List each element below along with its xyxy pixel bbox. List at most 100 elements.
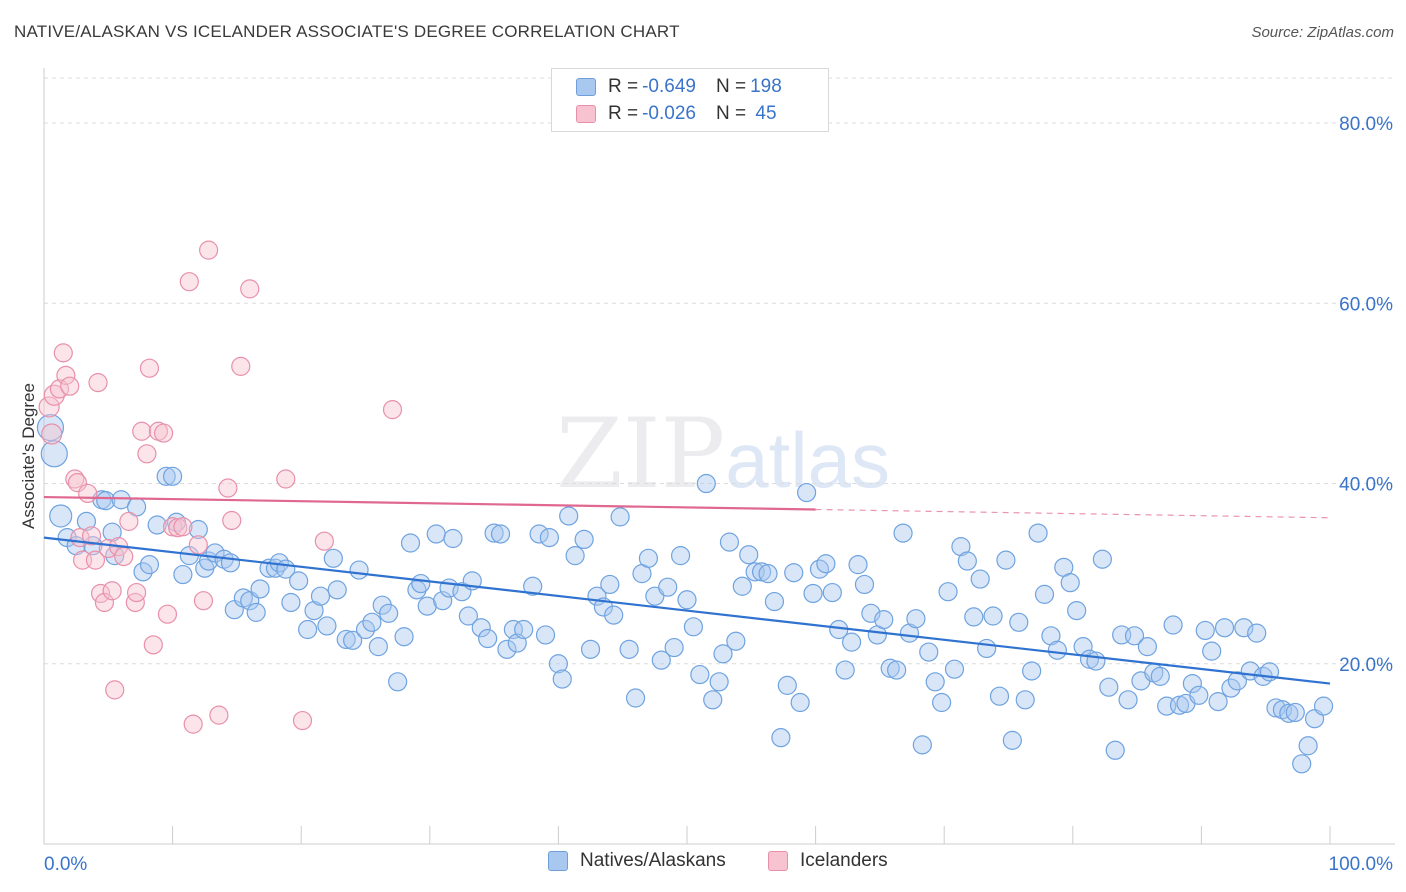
point-icelanders [56, 365, 76, 385]
legend-r-value: -0.649 [642, 76, 696, 97]
point-icelanders [119, 511, 139, 531]
point-natives [771, 728, 791, 748]
point-natives [835, 660, 855, 680]
point-natives [739, 545, 759, 565]
legend-row-natives: R = -0.649 N = 198 [576, 75, 782, 99]
point-natives [842, 632, 862, 652]
legend-r-label: R = [608, 103, 639, 124]
point-natives [1034, 584, 1055, 604]
point-icelanders [179, 272, 199, 292]
point-natives [368, 637, 388, 657]
point-icelanders [125, 592, 145, 613]
y-tick-label: 80.0% [1339, 114, 1393, 135]
point-icelanders [137, 444, 157, 464]
point-icelanders [231, 356, 251, 376]
watermark-zip: ZIP [556, 398, 726, 510]
point-natives [1022, 661, 1042, 681]
point-natives [751, 562, 772, 582]
point-icelanders [209, 705, 229, 725]
legend-n-label: N = [715, 103, 747, 124]
point-natives [880, 658, 900, 678]
point-icelanders [38, 396, 60, 418]
series-legend-natives[interactable]: Natives/Alaskans [548, 850, 726, 872]
series-swatch-natives [548, 851, 568, 871]
point-natives [139, 555, 160, 575]
point-natives [388, 672, 408, 692]
point-natives [919, 642, 939, 662]
point-natives [111, 490, 131, 510]
point-icelanders [139, 358, 160, 378]
point-icelanders [126, 582, 147, 603]
point-natives [709, 672, 729, 692]
point-natives [250, 579, 270, 599]
point-icelanders [222, 510, 242, 531]
point-natives [651, 650, 671, 670]
point-natives [349, 560, 369, 580]
point-natives [471, 618, 491, 638]
point-natives [317, 616, 337, 636]
point-natives [796, 482, 817, 503]
point-natives [803, 583, 823, 604]
point-natives [1099, 677, 1119, 697]
series-legend-icelanders[interactable]: Icelanders [768, 850, 888, 872]
point-natives [220, 553, 241, 573]
point-icelanders [43, 384, 65, 406]
point-natives [1182, 673, 1202, 694]
point-natives [559, 506, 579, 526]
point-natives [1208, 692, 1228, 712]
legend-swatch-natives [576, 78, 596, 96]
point-natives [957, 551, 977, 571]
point-icelanders [53, 343, 73, 363]
point-natives [289, 571, 309, 591]
trendline-icelanders-extension [815, 508, 1331, 519]
point-natives [1202, 641, 1222, 661]
source-label: Source: ZipAtlas.com [1251, 24, 1394, 41]
point-natives [784, 563, 804, 583]
point-natives [36, 414, 65, 442]
point-natives [874, 610, 894, 630]
y-axis-label: Associate's Degree [19, 383, 38, 529]
point-natives [539, 527, 559, 548]
point-natives [703, 690, 723, 710]
point-natives [281, 592, 301, 613]
point-natives [938, 582, 958, 602]
y-tick-label: 40.0% [1339, 475, 1393, 496]
point-natives [1163, 615, 1183, 635]
point-icelanders [114, 546, 134, 567]
point-natives [964, 607, 984, 627]
point-natives [925, 672, 945, 692]
point-natives [433, 591, 453, 611]
point-natives [1105, 740, 1125, 760]
point-natives [625, 688, 646, 708]
legend-r-label: R = [608, 76, 639, 97]
point-natives [1002, 730, 1022, 750]
point-natives [604, 605, 624, 625]
point-natives [1047, 640, 1067, 660]
point-icelanders [173, 517, 193, 537]
point-icelanders [193, 591, 214, 611]
point-natives [732, 576, 752, 596]
point-natives [664, 637, 684, 658]
point-natives [610, 507, 630, 527]
watermark: ZIPatlas [556, 398, 890, 510]
point-natives [977, 638, 997, 659]
y-tick-label: 20.0% [1339, 655, 1393, 676]
point-natives [1189, 685, 1209, 705]
series-legend: Natives/Alaskans Icelanders [0, 850, 1406, 878]
point-icelanders [199, 240, 219, 260]
point-natives [1150, 666, 1170, 686]
point-icelanders [81, 526, 102, 546]
point-icelanders [183, 714, 203, 734]
point-icelanders [157, 604, 178, 624]
point-natives [548, 654, 569, 674]
series-swatch-icelanders [768, 851, 788, 871]
point-natives [1124, 626, 1145, 646]
point-icelanders [102, 581, 122, 601]
point-natives [514, 619, 534, 640]
legend-n-label: N = [715, 76, 747, 97]
point-natives [133, 562, 153, 582]
point-natives [310, 586, 331, 606]
point-natives [887, 660, 907, 680]
point-natives [1221, 678, 1241, 698]
